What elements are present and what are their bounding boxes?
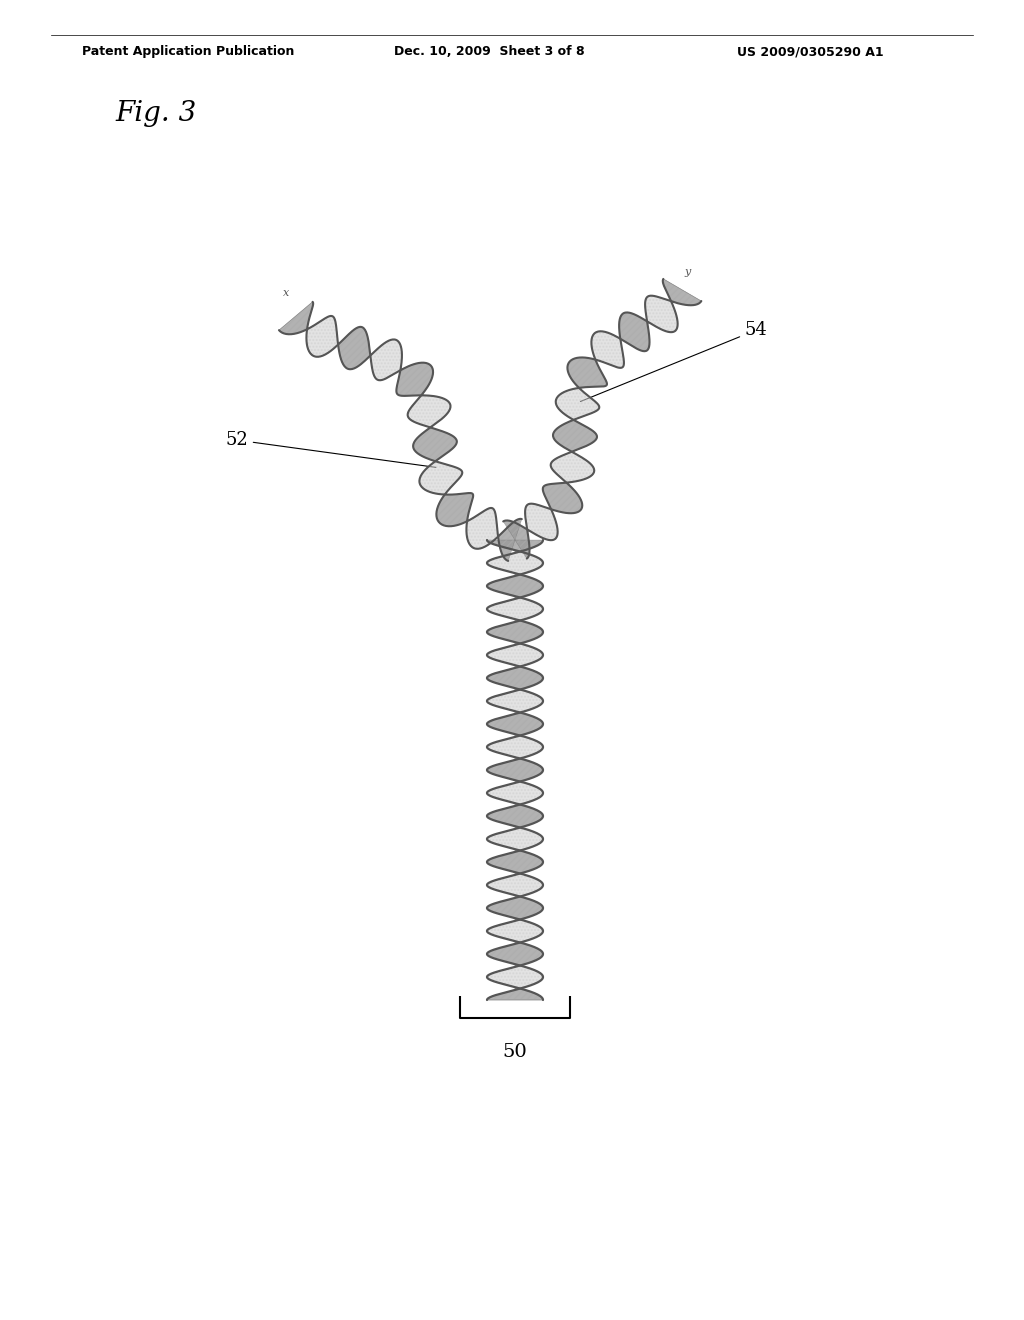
Polygon shape [592, 331, 624, 368]
Polygon shape [525, 504, 558, 540]
Polygon shape [487, 711, 543, 737]
Polygon shape [487, 550, 543, 576]
Text: Patent Application Publication: Patent Application Publication [82, 45, 294, 58]
Polygon shape [487, 780, 543, 805]
Polygon shape [487, 873, 543, 898]
Polygon shape [487, 803, 543, 829]
Polygon shape [487, 941, 543, 966]
Polygon shape [487, 597, 543, 622]
Polygon shape [413, 426, 457, 462]
Polygon shape [306, 315, 339, 356]
Polygon shape [487, 643, 543, 668]
Polygon shape [371, 339, 402, 380]
Polygon shape [487, 540, 543, 553]
Text: 52: 52 [225, 432, 436, 467]
Polygon shape [487, 919, 543, 944]
Polygon shape [487, 895, 543, 920]
Text: Fig. 3: Fig. 3 [115, 100, 197, 127]
Polygon shape [487, 826, 543, 851]
Polygon shape [487, 987, 543, 1001]
Polygon shape [487, 573, 543, 599]
Polygon shape [466, 508, 500, 549]
Polygon shape [279, 302, 313, 334]
Text: US 2009/0305290 A1: US 2009/0305290 A1 [737, 45, 884, 58]
Polygon shape [553, 420, 597, 453]
Polygon shape [487, 689, 543, 714]
Polygon shape [396, 363, 433, 396]
Polygon shape [551, 451, 594, 484]
Polygon shape [487, 965, 543, 990]
Text: x: x [283, 288, 289, 298]
Polygon shape [420, 461, 462, 495]
Polygon shape [487, 849, 543, 874]
Text: Dec. 10, 2009  Sheet 3 of 8: Dec. 10, 2009 Sheet 3 of 8 [394, 45, 585, 58]
Polygon shape [620, 313, 649, 351]
Polygon shape [645, 296, 678, 333]
Polygon shape [567, 358, 607, 389]
Text: 50: 50 [503, 1043, 527, 1061]
Text: y: y [684, 267, 690, 277]
Polygon shape [487, 665, 543, 690]
Polygon shape [408, 393, 451, 428]
Polygon shape [556, 388, 599, 421]
Polygon shape [498, 519, 522, 561]
Text: 54: 54 [581, 321, 768, 401]
Polygon shape [487, 735, 543, 760]
Polygon shape [436, 492, 473, 527]
Polygon shape [487, 758, 543, 783]
Polygon shape [503, 520, 529, 558]
Polygon shape [338, 327, 372, 370]
Polygon shape [543, 482, 583, 513]
Polygon shape [663, 279, 701, 305]
Polygon shape [487, 619, 543, 644]
